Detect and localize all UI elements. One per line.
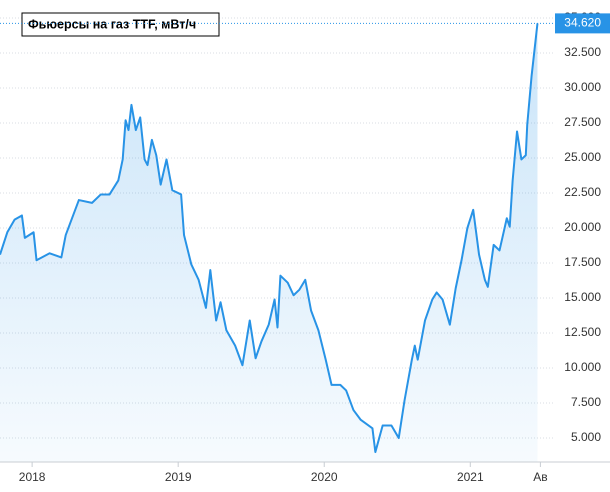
line: [0, 23, 539, 454]
x-tick-label: 2021: [457, 470, 484, 484]
title-box: [21, 12, 220, 37]
y-tick-label: 5.000: [571, 430, 601, 444]
y-tick-label: 12.500: [564, 325, 601, 339]
y-tick-label: 30.000: [564, 80, 601, 94]
y-tick-label: 27.500: [564, 115, 601, 129]
x-tick-label: 2018: [19, 470, 46, 484]
chart-title: Фьюерсы на газ TTF, мВт/ч: [28, 17, 196, 31]
plot: [0, 23, 539, 462]
y-tick-label: 15.000: [564, 290, 601, 304]
y-tick-label: 10.000: [564, 360, 601, 374]
x-tick-label: 2020: [311, 470, 338, 484]
y-tick-label: 25.000: [564, 150, 601, 164]
x-tick-label: 2019: [165, 470, 192, 484]
y-tick-label: 32.500: [564, 45, 601, 59]
last-value-box: [555, 13, 610, 34]
x-tick-label: Ав: [533, 470, 547, 484]
y-tick-label: 7.500: [571, 395, 601, 409]
y-tick-label: 22.500: [564, 185, 601, 199]
y-tick-label: 20.000: [564, 220, 601, 234]
y-tick-label: 17.500: [564, 255, 601, 269]
last-value-label: 34.620: [564, 16, 601, 30]
area: [0, 23, 538, 462]
